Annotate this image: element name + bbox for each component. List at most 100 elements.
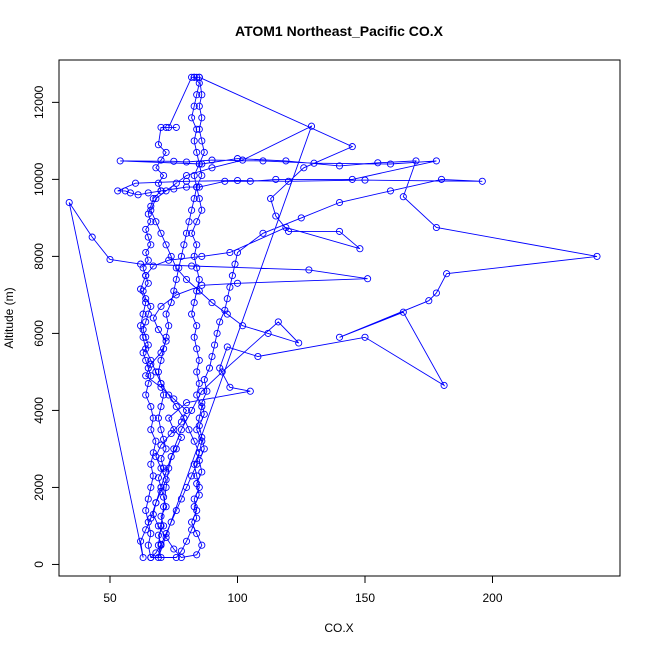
data-point (193, 368, 201, 376)
data-point (144, 310, 152, 318)
data-point (137, 260, 145, 268)
data-point (170, 157, 178, 165)
data-point (175, 264, 183, 272)
data-point (172, 123, 180, 131)
data-point (193, 551, 201, 559)
data-point (157, 541, 165, 549)
data-point (144, 518, 152, 526)
data-point (137, 285, 145, 293)
data-point (188, 406, 196, 414)
data-point (162, 148, 170, 156)
data-point (195, 125, 203, 133)
data-point (160, 522, 168, 530)
data-point (195, 275, 203, 284)
data-point (142, 345, 150, 353)
data-point (149, 314, 157, 322)
data-point (246, 387, 254, 395)
data-point (147, 356, 155, 364)
data-point (139, 333, 147, 341)
data-point (221, 306, 229, 314)
data-point (200, 376, 208, 384)
data-point (188, 73, 196, 81)
data-point (137, 537, 145, 545)
data-point (193, 148, 201, 156)
data-point (157, 349, 165, 357)
data-point (177, 433, 185, 441)
data-point (200, 445, 208, 453)
data-point (157, 379, 165, 388)
data-point (142, 333, 150, 341)
data-point (144, 541, 152, 549)
data-point (193, 264, 201, 272)
data-point (88, 233, 96, 241)
data-point (142, 526, 150, 534)
data-point (144, 210, 152, 218)
data-point (307, 122, 316, 130)
data-point (221, 177, 229, 185)
data-point (160, 503, 168, 511)
data-point (195, 356, 203, 364)
data-point (154, 326, 162, 334)
data-point (172, 275, 180, 284)
data-point (425, 297, 433, 305)
data-point (177, 252, 185, 260)
data-point (167, 518, 175, 526)
data-point (203, 387, 211, 395)
data-point (147, 426, 155, 434)
data-point (182, 158, 191, 166)
data-point (139, 553, 147, 562)
data-point (137, 322, 145, 330)
data-point (188, 472, 196, 480)
data-point (188, 310, 196, 318)
data-point (188, 526, 196, 534)
data-point (195, 195, 203, 203)
data-point (180, 241, 188, 249)
data-point (142, 295, 150, 303)
data-point (157, 426, 165, 434)
data-point (432, 223, 440, 232)
data-point (193, 345, 201, 353)
data-point (208, 156, 216, 164)
data-point (193, 91, 201, 99)
data-point (190, 495, 198, 503)
data-point (154, 179, 162, 187)
y-tick-label: 6000 (32, 320, 46, 347)
data-point (198, 281, 206, 289)
data-point (190, 333, 198, 341)
data-point (154, 553, 162, 562)
data-series (65, 73, 601, 562)
data-point (432, 157, 440, 165)
data-point (284, 177, 293, 185)
data-point (233, 155, 242, 163)
x-axis: 50 100 150 200 (103, 575, 503, 605)
data-point (361, 333, 369, 341)
data-point (162, 533, 170, 542)
data-point (193, 218, 201, 226)
data-point (198, 252, 206, 260)
data-point (160, 493, 168, 501)
data-point (272, 212, 280, 220)
x-tick-label: 150 (355, 591, 375, 605)
data-point (165, 464, 173, 472)
data-point (170, 395, 178, 403)
data-point (116, 157, 124, 165)
data-point (211, 341, 219, 349)
data-point (188, 518, 196, 526)
data-point (167, 252, 175, 260)
data-point (190, 171, 198, 180)
data-point (239, 322, 247, 330)
data-point (195, 73, 203, 81)
data-point (246, 177, 254, 185)
data-point (335, 198, 344, 207)
data-point (154, 141, 162, 149)
data-point (162, 476, 170, 484)
data-point (162, 241, 170, 249)
data-point (182, 399, 191, 407)
data-point (182, 483, 191, 491)
data-point (195, 379, 203, 388)
data-point (200, 148, 208, 156)
data-point (239, 156, 247, 164)
y-tick-label: 12000 (32, 85, 46, 119)
data-point (200, 410, 208, 418)
